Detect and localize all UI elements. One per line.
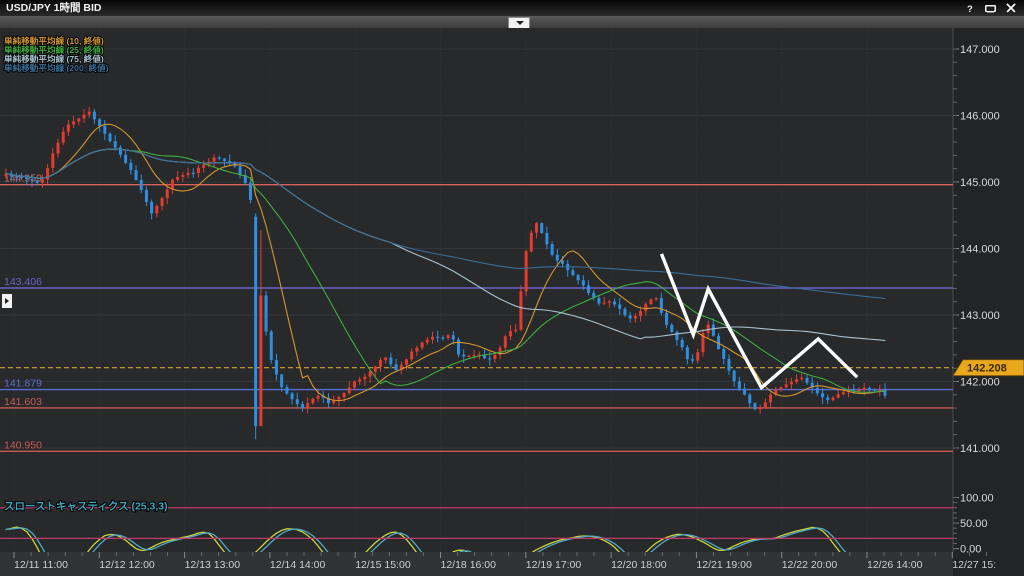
svg-text:143.406: 143.406 [4, 276, 42, 288]
svg-text:145.000: 145.000 [960, 177, 1000, 189]
svg-text:12/11 11:00: 12/11 11:00 [14, 559, 68, 571]
svg-text:141.879: 141.879 [4, 378, 42, 390]
svg-text:142.208: 142.208 [967, 362, 1007, 374]
svg-text:12/14 14:00: 12/14 14:00 [270, 559, 326, 571]
svg-text:12/21 19:00: 12/21 19:00 [696, 559, 752, 571]
svg-text:144.000: 144.000 [960, 244, 1000, 256]
svg-text:0.00: 0.00 [960, 544, 981, 556]
svg-text:143.000: 143.000 [960, 310, 1000, 322]
svg-text:12/26 14:00: 12/26 14:00 [867, 559, 923, 571]
svg-text:100.00: 100.00 [960, 493, 994, 505]
svg-text:12/20 18:00: 12/20 18:00 [611, 559, 667, 571]
svg-text:50.00: 50.00 [960, 518, 988, 530]
svg-text:12/18 16:00: 12/18 16:00 [441, 559, 497, 571]
svg-text:単純移動平均線 (200, 終値): 単純移動平均線 (200, 終値) [4, 62, 109, 73]
svg-text:12/22 20:00: 12/22 20:00 [782, 559, 838, 571]
svg-text:12/27 15:: 12/27 15: [952, 559, 996, 571]
svg-text:12/19 17:00: 12/19 17:00 [526, 559, 582, 571]
svg-text:12/15 15:00: 12/15 15:00 [355, 559, 411, 571]
svg-text:12/13 13:00: 12/13 13:00 [185, 559, 241, 571]
svg-text:141.000: 141.000 [960, 443, 1000, 455]
svg-text:12/12 12:00: 12/12 12:00 [99, 559, 155, 571]
svg-text:?: ? [967, 4, 973, 14]
svg-text:スローストキャスティクス (25,3,3): スローストキャスティクス (25,3,3) [4, 501, 168, 513]
svg-text:147.000: 147.000 [960, 44, 1000, 56]
svg-text:140.950: 140.950 [4, 439, 42, 451]
svg-text:142.000: 142.000 [960, 377, 1000, 389]
svg-text:141.603: 141.603 [4, 396, 42, 408]
svg-text:146.000: 146.000 [960, 111, 1000, 123]
